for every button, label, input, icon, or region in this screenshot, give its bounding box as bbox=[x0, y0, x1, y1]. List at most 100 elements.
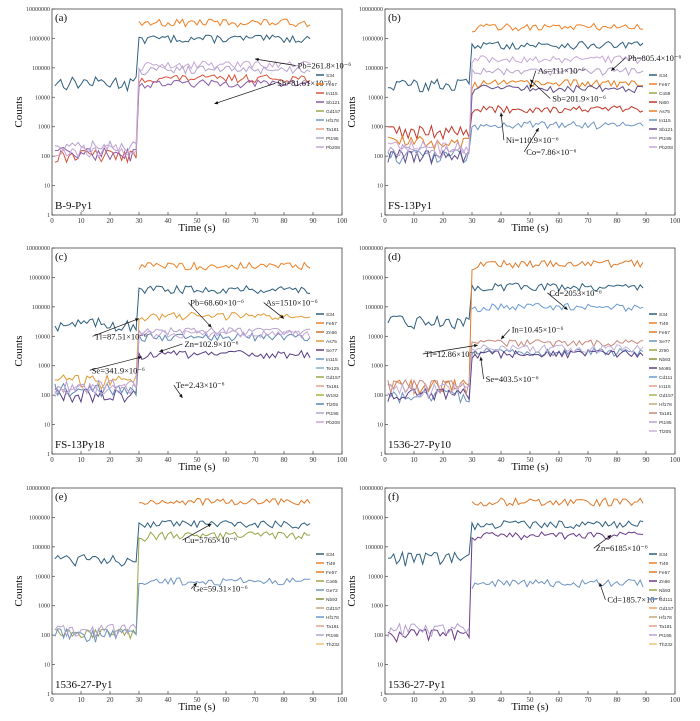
annotation-text: Cu=5765×10⁻⁶ bbox=[185, 535, 237, 545]
legend-entry: Se77 bbox=[326, 348, 338, 354]
annotation-arrow bbox=[547, 292, 568, 310]
series-line-As75 bbox=[54, 311, 311, 390]
legend-entry: Ta181 bbox=[326, 624, 339, 630]
y-tick-label: 100000 bbox=[32, 545, 50, 551]
annotation-text: Sb=201.9×10⁻⁶ bbox=[552, 94, 606, 104]
x-tick-label: 40 bbox=[498, 696, 506, 704]
x-tick-label: 10 bbox=[78, 696, 86, 704]
x-tick-label: 50 bbox=[194, 696, 202, 704]
x-tick-label: 90 bbox=[643, 217, 651, 225]
panel-a: 1 10 100 1000 10000 100000 1000000 10000000 0 10 2… bbox=[13, 7, 351, 234]
x-tick-label: 70 bbox=[585, 217, 593, 225]
legend-entry: Th232 bbox=[326, 642, 340, 648]
series-line-Sb121 bbox=[387, 84, 644, 166]
x-tick-label: 90 bbox=[310, 456, 318, 464]
series-line-Se77 bbox=[54, 349, 311, 404]
annotation-text: Zn=6185×10⁻⁶ bbox=[596, 543, 648, 553]
y-tick-label: 100 bbox=[374, 393, 383, 399]
series-line-Tl205 bbox=[387, 344, 644, 399]
legend-entry: In115 bbox=[659, 384, 671, 390]
panel-label: (e) bbox=[55, 491, 68, 503]
x-axis-label: Time (s) bbox=[511, 222, 549, 234]
series-line-Ta181 bbox=[387, 338, 644, 396]
x-tick-label: 30 bbox=[136, 456, 144, 464]
legend: S34 Fe57 In115 Sb121 Gd157 Hf178 Ta181 Pt195 Pb2… bbox=[316, 73, 341, 151]
y-tick-label: 1000 bbox=[38, 604, 50, 610]
annotation-arrowhead bbox=[563, 306, 568, 310]
y-tick-label: 100000 bbox=[32, 305, 50, 311]
y-axis-label: Counts bbox=[13, 96, 25, 127]
legend-entry: Cd111 bbox=[659, 375, 673, 381]
y-tick-label: 10000 bbox=[368, 334, 383, 340]
y-tick-label: 10000000 bbox=[359, 7, 383, 13]
legend-entry: Th232 bbox=[659, 642, 673, 648]
x-tick-label: 30 bbox=[469, 217, 477, 225]
x-tick-label: 20 bbox=[107, 217, 115, 225]
series-line-Fe57 bbox=[138, 261, 311, 271]
y-tick-label: 1000000 bbox=[29, 275, 50, 281]
y-tick-label: 1000000 bbox=[362, 515, 383, 521]
panel-b: 1 10 100 1000 10000 100000 1000000 10000000 0 10 2… bbox=[346, 7, 681, 234]
y-tick-label: 10 bbox=[44, 663, 50, 669]
y-tick-label: 10 bbox=[44, 184, 50, 190]
legend-entry: As75 bbox=[326, 339, 337, 345]
annotation-text: Se=341.9×10⁻⁶ bbox=[92, 365, 145, 375]
sample-label: FS-13Py1 bbox=[388, 200, 432, 212]
y-tick-label: 100000 bbox=[365, 305, 383, 311]
x-tick-label: 60 bbox=[223, 456, 231, 464]
annotation-arrowhead bbox=[535, 128, 539, 133]
legend-entry: Sb121 bbox=[659, 127, 673, 133]
sample-label: 1536-27-Py10 bbox=[388, 439, 451, 451]
legend-entry: Pt195 bbox=[659, 136, 672, 142]
y-axis-label: Counts bbox=[346, 335, 358, 366]
series-line-Fe57 bbox=[471, 497, 644, 508]
y-tick-label: 100000 bbox=[365, 66, 383, 72]
legend-entry: Nb93 bbox=[659, 357, 671, 363]
x-tick-label: 90 bbox=[310, 217, 318, 225]
y-axis-label: Counts bbox=[346, 575, 358, 606]
annotation-text: As=111×10⁻⁶ bbox=[538, 66, 585, 76]
annotation-arrow bbox=[254, 58, 296, 66]
y-tick-label: 10000000 bbox=[26, 486, 50, 492]
x-tick-label: 90 bbox=[643, 696, 651, 704]
y-tick-label: 1000 bbox=[38, 125, 50, 131]
annotation-arrowhead bbox=[599, 582, 603, 587]
legend-entry: Se77 bbox=[659, 339, 671, 345]
y-tick-label: 10 bbox=[377, 423, 383, 429]
x-tick-label: 100 bbox=[670, 456, 681, 464]
annotation-arrow bbox=[500, 112, 505, 141]
legend-entry: Nb93 bbox=[659, 588, 671, 594]
annotation-text: Pb=261.8×10⁻⁶ bbox=[298, 61, 352, 71]
x-tick-label: 90 bbox=[643, 456, 651, 464]
x-tick-label: 50 bbox=[194, 456, 202, 464]
annotation-text: Te=2.43×10⁻⁶ bbox=[176, 380, 225, 390]
y-tick-label: 10 bbox=[377, 184, 383, 190]
panel-f: 1 10 100 1000 10000 100000 1000000 10000000 0 10 2… bbox=[346, 486, 681, 713]
y-tick-label: 1000 bbox=[371, 125, 383, 131]
annotation-arrow bbox=[593, 534, 612, 549]
legend-entry: Pb208 bbox=[326, 145, 340, 151]
legend-entry: In115 bbox=[326, 357, 338, 363]
y-tick-label: 10000000 bbox=[359, 486, 383, 492]
annotation-arrowhead bbox=[499, 112, 504, 117]
y-tick-label: 10000 bbox=[35, 334, 50, 340]
x-tick-label: 100 bbox=[670, 217, 681, 225]
x-tick-label: 30 bbox=[136, 217, 144, 225]
annotation-arrowhead bbox=[255, 57, 259, 62]
y-tick-label: 1000 bbox=[371, 604, 383, 610]
annotation-arrowhead bbox=[214, 101, 219, 105]
x-tick-label: 70 bbox=[585, 456, 593, 464]
annotation-arrowhead bbox=[207, 523, 212, 528]
y-tick-label: 100 bbox=[41, 154, 50, 160]
y-tick-label: 10000000 bbox=[26, 246, 50, 252]
legend-entry: Ta181 bbox=[659, 624, 672, 630]
panel-c: 1 10 100 1000 10000 100000 1000000 10000000 0 10 2… bbox=[13, 246, 348, 473]
x-tick-label: 50 bbox=[194, 217, 202, 225]
legend-entry: S34 bbox=[659, 312, 668, 318]
series-line-Pb208 bbox=[54, 60, 311, 159]
y-tick-label: 1000000 bbox=[362, 275, 383, 281]
y-tick-label: 1 bbox=[380, 452, 383, 458]
series-line-S34 bbox=[387, 282, 644, 330]
legend-entry: Fe57 bbox=[659, 330, 670, 336]
legend-entry: Pb208 bbox=[659, 145, 673, 151]
